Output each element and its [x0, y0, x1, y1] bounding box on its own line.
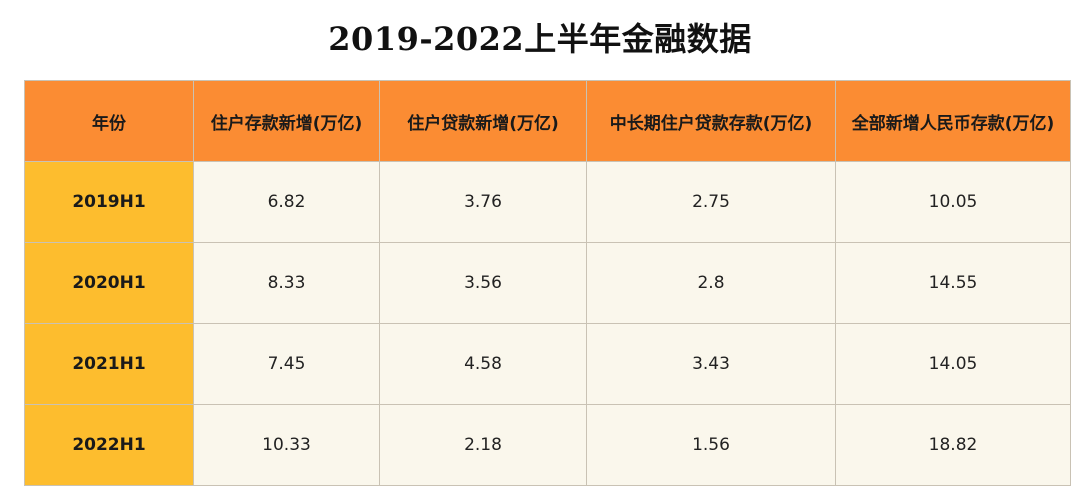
table-header-row: 年份 住户存款新增(万亿) 住户贷款新增(万亿) 中长期住户贷款存款(万亿) 全… [24, 80, 1071, 162]
table-cell: 7.45 [193, 323, 380, 405]
table-cell: 14.05 [835, 323, 1071, 405]
table-row: 2019H1 6.82 3.76 2.75 10.05 [24, 161, 1071, 243]
financial-data-table: 年份 住户存款新增(万亿) 住户贷款新增(万亿) 中长期住户贷款存款(万亿) 全… [24, 80, 1071, 486]
table-cell: 10.33 [193, 404, 380, 486]
table-row: 2022H1 10.33 2.18 1.56 18.82 [24, 404, 1071, 486]
table-cell: 2.8 [586, 242, 836, 324]
table-cell: 2.75 [586, 161, 836, 243]
table-cell: 3.56 [379, 242, 587, 324]
year-cell: 2022H1 [24, 404, 194, 486]
year-cell: 2021H1 [24, 323, 194, 405]
header-long-term-household-loans: 中长期住户贷款存款(万亿) [586, 80, 836, 162]
year-cell: 2019H1 [24, 161, 194, 243]
header-total-rmb-deposits: 全部新增人民币存款(万亿) [835, 80, 1071, 162]
table-cell: 6.82 [193, 161, 380, 243]
header-household-deposits: 住户存款新增(万亿) [193, 80, 380, 162]
table-cell: 14.55 [835, 242, 1071, 324]
table-cell: 1.56 [586, 404, 836, 486]
table-cell: 2.18 [379, 404, 587, 486]
table-cell: 8.33 [193, 242, 380, 324]
table-cell: 3.76 [379, 161, 587, 243]
header-year: 年份 [24, 80, 194, 162]
table-cell: 3.43 [586, 323, 836, 405]
header-household-loans: 住户贷款新增(万亿) [379, 80, 587, 162]
table-cell: 10.05 [835, 161, 1071, 243]
table-cell: 4.58 [379, 323, 587, 405]
year-cell: 2020H1 [24, 242, 194, 324]
page-title: 2019-2022上半年金融数据 [328, 20, 752, 58]
table-cell: 18.82 [835, 404, 1071, 486]
table-row: 2021H1 7.45 4.58 3.43 14.05 [24, 323, 1071, 405]
table-row: 2020H1 8.33 3.56 2.8 14.55 [24, 242, 1071, 324]
